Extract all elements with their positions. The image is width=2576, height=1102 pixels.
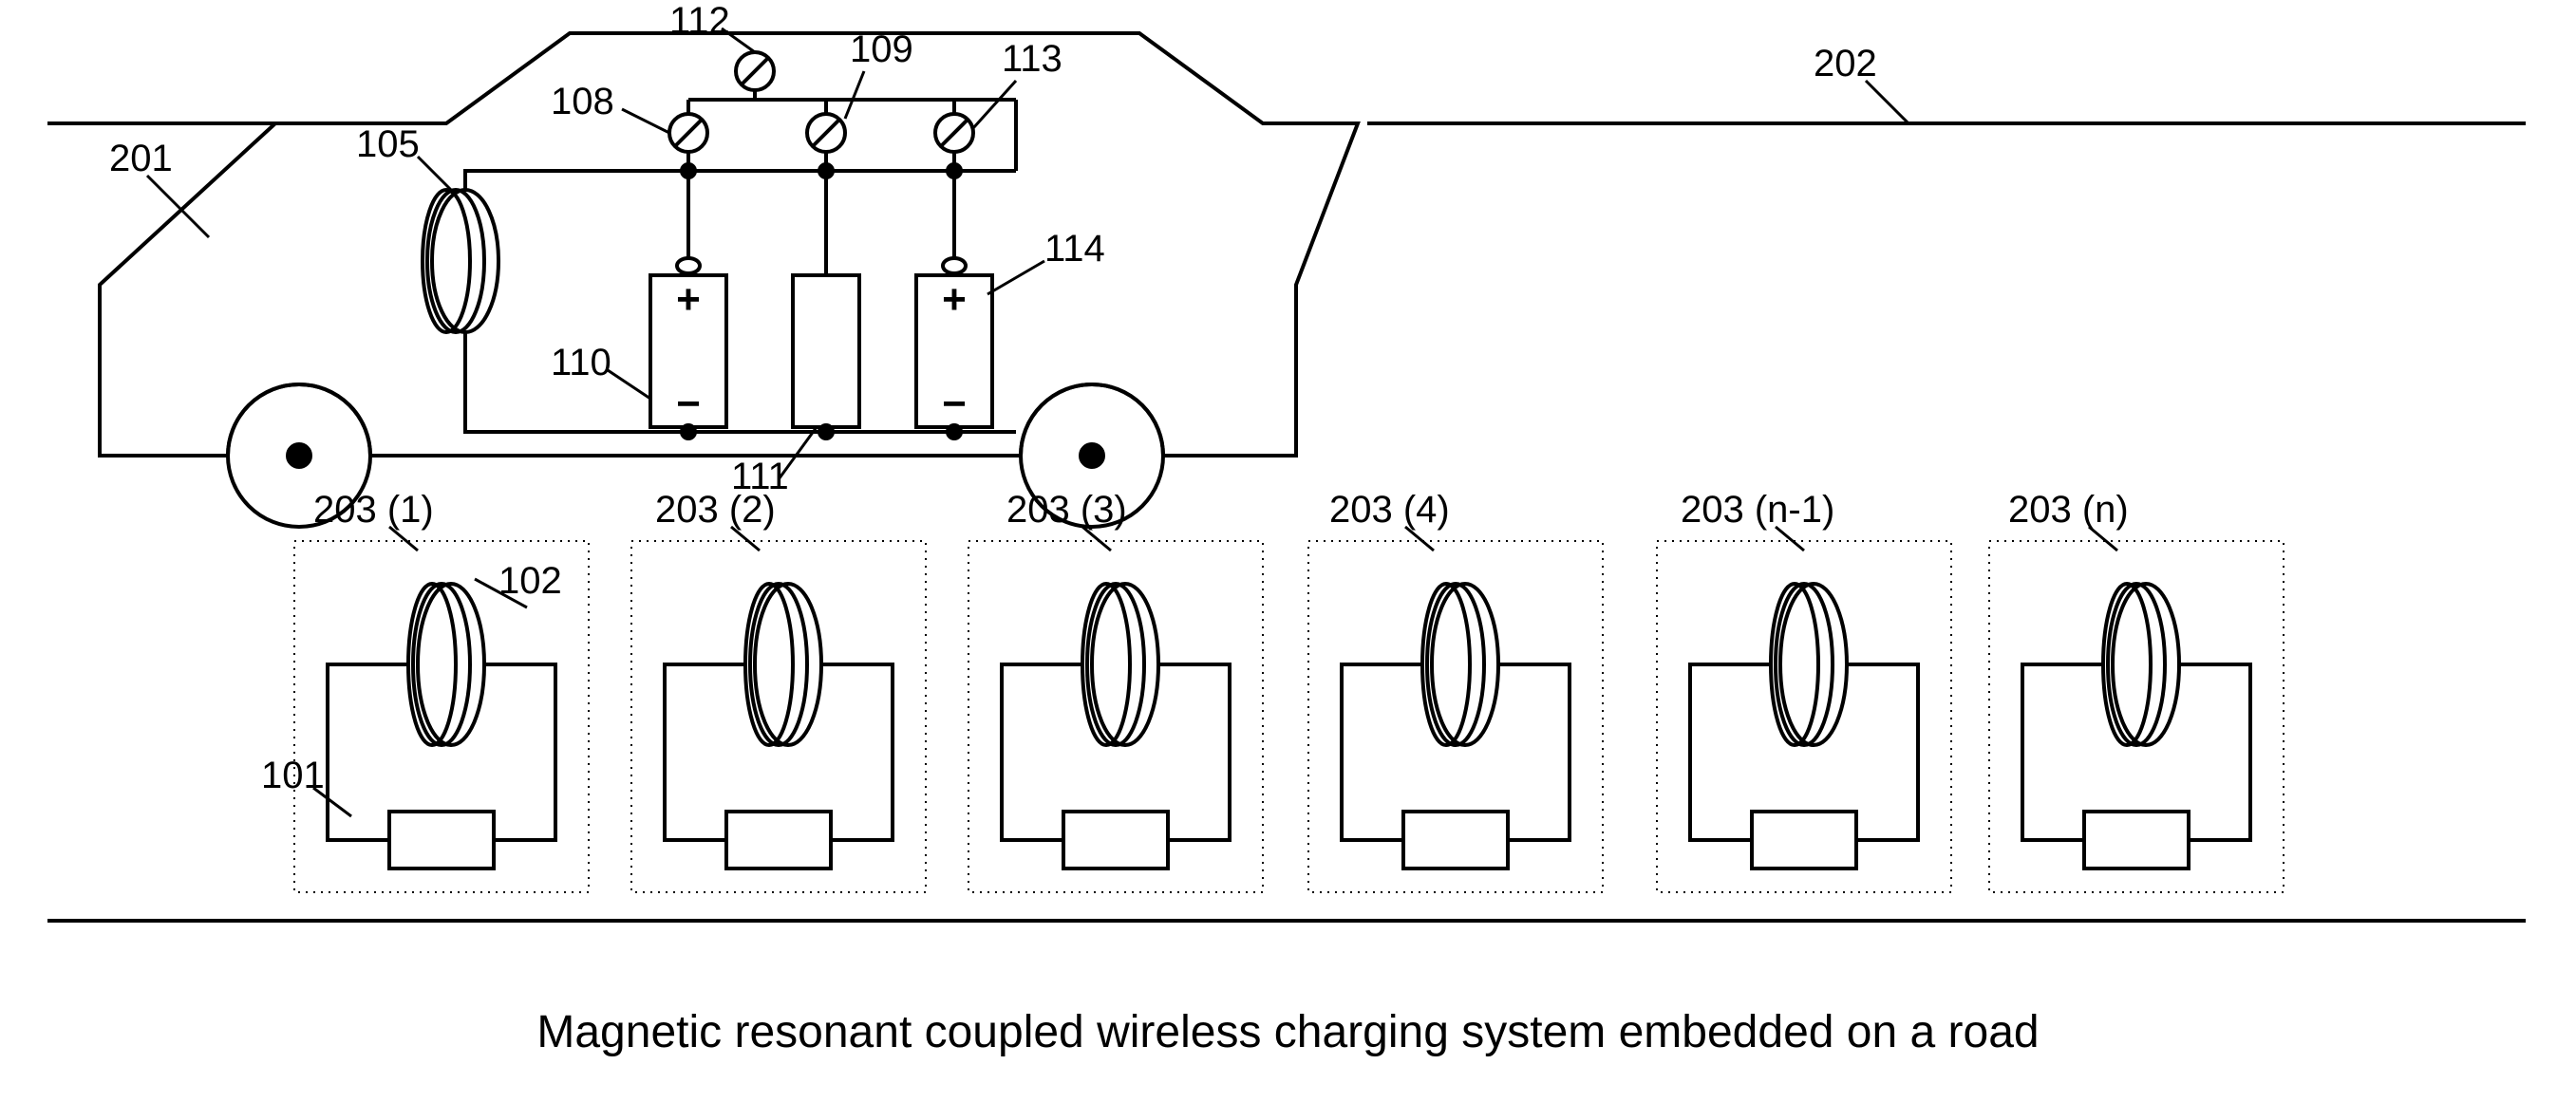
label-105: 105 xyxy=(356,123,420,166)
svg-text:+: + xyxy=(942,276,967,323)
label-110: 110 xyxy=(551,342,611,384)
label-108: 108 xyxy=(551,81,614,123)
leader-105 xyxy=(418,157,451,190)
road-unit-4 xyxy=(1308,541,1603,892)
road-units xyxy=(294,541,2284,892)
leader-109 xyxy=(845,71,864,119)
label-203-5: 203 (n-1) xyxy=(1681,489,1834,532)
coil-105 xyxy=(423,190,498,332)
component-110: + − xyxy=(650,164,726,439)
label-203-2: 203 (2) xyxy=(655,489,776,532)
leader-202 xyxy=(1866,81,1908,123)
diagram-canvas: + − + − xyxy=(0,0,2576,1102)
sensor-112 xyxy=(688,52,774,100)
leader-114 xyxy=(987,261,1044,294)
sensor-109 xyxy=(807,100,845,171)
caption: Magnetic resonant coupled wireless charg… xyxy=(0,1006,2576,1058)
label-112: 112 xyxy=(669,0,730,43)
road-unit-3 xyxy=(968,541,1263,892)
label-203-6: 203 (n) xyxy=(2008,489,2129,532)
sensor-113 xyxy=(935,100,973,171)
svg-text:−: − xyxy=(942,381,967,427)
label-203-3: 203 (3) xyxy=(1006,489,1127,532)
road-unit-6 xyxy=(1989,541,2284,892)
component-114: + − xyxy=(916,164,992,439)
leader-201 xyxy=(147,176,209,237)
label-201: 201 xyxy=(109,138,173,180)
svg-text:+: + xyxy=(676,276,701,323)
label-101: 101 xyxy=(261,755,325,797)
road-unit-5 xyxy=(1657,541,1951,892)
label-202: 202 xyxy=(1814,43,1877,85)
road-unit-2 xyxy=(631,541,926,892)
leader-113 xyxy=(973,81,1016,128)
label-203-1: 203 (1) xyxy=(313,489,434,532)
label-113: 113 xyxy=(1002,38,1062,81)
label-203-4: 203 (4) xyxy=(1329,489,1450,532)
label-102: 102 xyxy=(498,560,562,603)
vehicle-outline xyxy=(100,33,1358,456)
leader-108 xyxy=(622,109,669,133)
sensor-108 xyxy=(669,100,707,171)
label-109: 109 xyxy=(850,28,913,71)
label-114: 114 xyxy=(1044,228,1105,271)
component-111 xyxy=(793,164,859,439)
svg-text:−: − xyxy=(676,381,701,427)
leader-110 xyxy=(608,370,650,399)
